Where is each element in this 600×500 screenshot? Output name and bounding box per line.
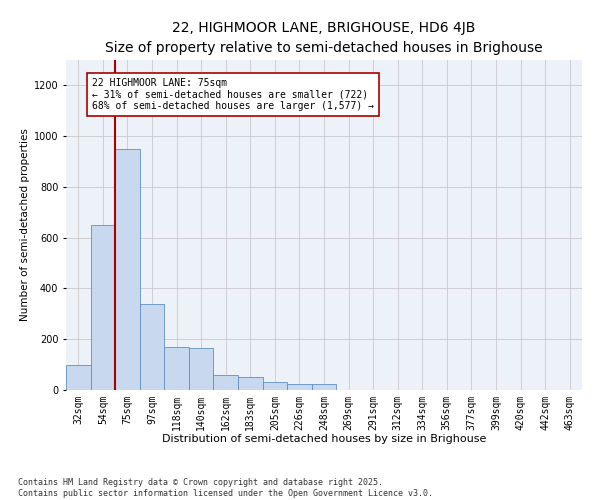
Bar [189,348,214,390]
Bar [214,375,238,390]
Bar [312,384,336,390]
Bar [287,384,312,390]
Bar [66,364,91,390]
Bar [91,225,115,390]
Text: 22 HIGHMOOR LANE: 75sqm
← 31% of semi-detached houses are smaller (722)
68% of s: 22 HIGHMOOR LANE: 75sqm ← 31% of semi-de… [92,78,374,111]
Y-axis label: Number of semi-detached properties: Number of semi-detached properties [20,128,29,322]
Bar [140,304,164,390]
Text: Contains HM Land Registry data © Crown copyright and database right 2025.
Contai: Contains HM Land Registry data © Crown c… [18,478,433,498]
Title: 22, HIGHMOOR LANE, BRIGHOUSE, HD6 4JB
Size of property relative to semi-detached: 22, HIGHMOOR LANE, BRIGHOUSE, HD6 4JB Si… [105,21,543,54]
Bar [238,378,263,390]
X-axis label: Distribution of semi-detached houses by size in Brighouse: Distribution of semi-detached houses by … [162,434,486,444]
Bar [263,382,287,390]
Bar [115,149,140,390]
Bar [164,347,189,390]
